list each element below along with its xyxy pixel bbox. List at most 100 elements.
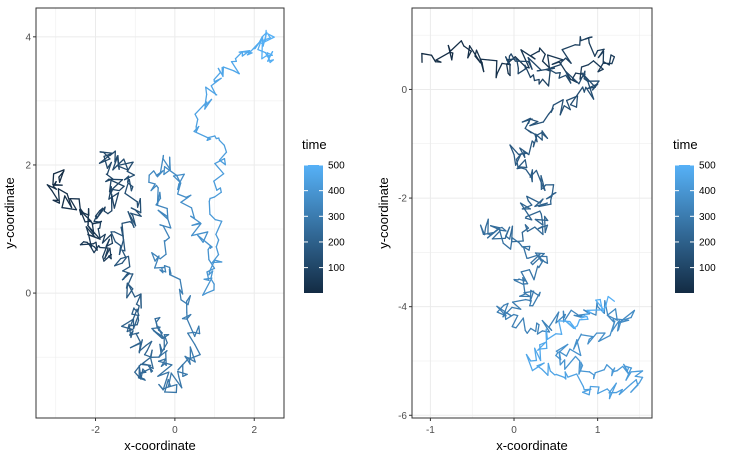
path-segment [479,58,490,61]
path-segment [103,253,113,262]
path-segment [580,311,590,319]
path-segment [93,221,101,225]
path-segment [61,195,66,209]
path-segment [101,233,112,244]
right-panel: -1 0 1 0 -2 -4 -6 x-coordinate y-coordinate time 1… [376,7,716,453]
x-tick-label: 0 [511,425,517,436]
path-segment [540,132,549,139]
path-segment [526,195,541,204]
path-segment [531,362,545,372]
path-segment [123,158,129,171]
legend-colorbar [304,165,323,293]
path-segment [534,252,545,255]
path-segment [81,211,90,216]
path-segment [609,320,616,337]
plot-border [411,7,653,419]
path-segment [162,371,170,391]
path-segment [114,262,123,267]
path-segment [596,302,599,308]
path-segment [190,222,202,237]
path-segment [606,364,614,371]
path-segment [548,311,560,328]
path-segment [186,318,196,338]
path-segment [93,220,102,223]
path-segment [581,391,590,396]
path-segment [511,301,522,310]
path-segment [102,256,105,262]
path-segment [208,258,216,269]
path-segment [546,333,557,340]
path-segment [167,372,172,388]
path-segment [505,313,515,321]
path-segment [159,253,167,260]
y-axis-title: y-coordinate [376,177,391,249]
path-segment [542,78,550,87]
path-segment [502,242,512,250]
path-segment [511,314,519,328]
path-segment [85,226,89,235]
path-segment [623,363,628,372]
path-segment [529,50,539,57]
path-segment [523,292,531,298]
path-segment [558,320,563,335]
path-segment [178,376,183,389]
path-segment [163,264,171,269]
path-segment [527,200,533,206]
path-segment [515,158,519,168]
path-segment [211,261,223,264]
path-segment [616,365,624,372]
path-segment [529,120,539,127]
path-segment [533,347,541,359]
path-segment [99,221,102,229]
path-segment [511,325,517,329]
path-segment [580,334,594,338]
path-segment [498,229,504,244]
path-segment [538,259,544,269]
path-segment [180,201,193,209]
legend-label: 400 [699,186,716,197]
path-segment [105,178,114,183]
path-segment [267,51,274,62]
path-segment [508,225,514,240]
path-segment [150,349,153,358]
x-tick-label: -2 [91,425,100,436]
path-segment [516,167,522,170]
path-segment [177,370,180,378]
path-segment [578,318,589,321]
path-segment [551,191,557,196]
path-segment [143,350,148,356]
path-segment [113,192,120,209]
path-segment [110,179,125,187]
path-segment [559,351,568,357]
path-segment [122,238,126,252]
path-segment [46,184,53,192]
path-segment [178,173,185,185]
path-segment [209,196,216,200]
path-segment [118,185,125,192]
path-segment [130,212,142,217]
path-segment [87,224,101,240]
path-segment [210,277,215,285]
path-segment [155,321,158,328]
path-segment [153,266,165,269]
path-segment [561,44,576,51]
path-segment [124,192,138,203]
path-segment [530,289,540,297]
path-segment [503,310,512,317]
path-segment [150,183,156,192]
path-segment [579,66,583,80]
path-segment [503,310,507,321]
path-segment [205,86,208,96]
path-segment [52,199,61,204]
path-segment [205,289,215,294]
path-segment [163,166,166,176]
path-segment [208,200,211,215]
path-segment [118,238,125,256]
path-segment [519,147,526,158]
path-segment [218,139,225,146]
path-segment [112,158,125,171]
path-segment [155,172,162,177]
path-segment [108,179,112,193]
path-segment [111,188,120,192]
path-segment [213,173,225,182]
